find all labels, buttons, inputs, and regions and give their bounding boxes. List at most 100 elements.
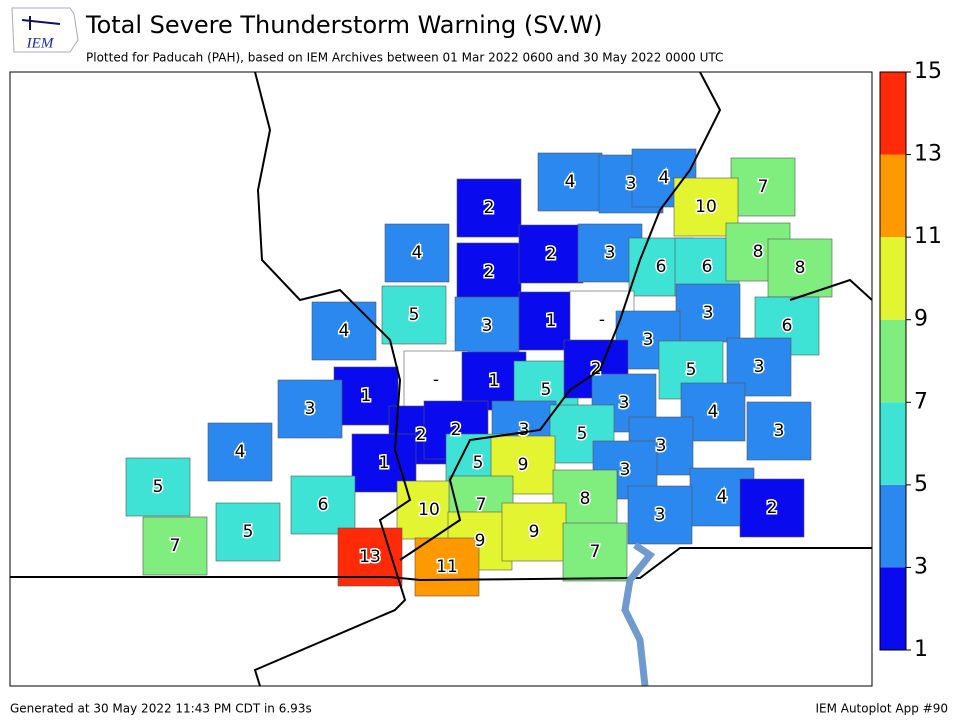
county [311,301,377,361]
county-label: 1 [546,311,557,331]
county-label: 5 [541,380,552,400]
county-label: 10 [418,500,440,520]
county-label: 3 [626,174,637,194]
county-label: 4 [659,168,670,188]
county-label: 8 [795,258,806,278]
county [207,422,273,482]
county-label: 4 [565,172,576,192]
county [537,152,603,212]
county-label: 5 [473,453,484,473]
river [621,542,656,687]
county-label: 3 [754,357,765,377]
colorbar-tick-label: 1 [914,637,928,662]
colorbar-bin [880,237,906,320]
county-label: 7 [758,177,769,197]
county [381,285,447,345]
county-label: 2 [451,420,462,440]
county [518,224,584,284]
colorbar-tick-label: 15 [914,59,942,84]
logo: IEM [11,7,79,53]
county-label: 5 [243,522,254,542]
county-label: 3 [703,303,714,323]
county-label: 3 [619,393,630,413]
county-label: 6 [702,257,713,277]
county-label: 8 [753,242,764,262]
county-label: 7 [476,495,487,515]
county-label: 3 [643,330,654,350]
county-label: 3 [605,243,616,263]
county-label: 3 [656,436,667,456]
county-label: 3 [620,460,631,480]
county-label: 3 [519,420,530,440]
colorbar-tick-label: 13 [914,142,942,167]
logo-text: IEM [26,35,55,51]
county [675,283,741,343]
county-label: 5 [577,424,588,444]
county-label: 4 [708,402,719,422]
colorbar-tick-label: 3 [914,554,928,579]
county [142,516,208,576]
county [414,537,480,597]
subtitle: Plotted for Paducah (PAH), based on IEM … [86,51,723,65]
county-label: 9 [529,522,540,542]
county-label: 2 [546,244,557,264]
county [501,502,567,562]
county-label: 1 [361,386,372,406]
county [277,379,343,439]
county-label: 4 [235,442,246,462]
title: Total Severe Thunderstorm Warning (SV.W) [85,11,603,39]
county [403,350,469,410]
colorbar-bin [880,72,906,155]
county-label: 2 [767,498,778,518]
county [456,242,522,302]
boundaries [10,71,873,687]
county-label: 4 [412,243,423,263]
county-label: 4 [717,487,728,507]
map-frame [9,71,873,687]
county [739,478,805,538]
county-label: 1 [489,371,500,391]
county-label: 7 [170,536,181,556]
county-label: 6 [318,495,329,515]
colorbar-frame [879,71,907,651]
county [627,485,693,545]
county [384,223,450,283]
county-label: 5 [686,360,697,380]
county-label: 3 [655,505,666,525]
county-label: 6 [656,257,667,277]
county-label: 9 [518,455,529,475]
county [125,457,191,517]
colorbar-tick-label: 11 [914,224,942,249]
colorbar-bin [880,154,906,238]
county-label: 3 [774,421,785,441]
county [730,157,796,217]
colorbar-tick-label: 5 [914,472,928,497]
footer-left: Generated at 30 May 2022 11:43 PM CDT in… [10,702,312,716]
county-label: 3 [305,399,316,419]
county-label: 10 [695,197,717,217]
county-label: 5 [153,477,164,497]
county-label: 2 [484,198,495,218]
county-label: 5 [409,305,420,325]
county-label: 11 [436,557,458,577]
county-label: 2 [416,425,427,445]
county-label: - [433,370,439,390]
county-label: 4 [339,321,350,341]
county [562,522,628,582]
county-label: 13 [359,547,381,567]
colorbar-tick-label: 7 [914,389,928,414]
county-label: 9 [475,531,486,551]
county-label: - [599,310,605,330]
county-label: 2 [484,262,495,282]
county-label: 8 [580,489,591,509]
county [680,382,746,442]
county-label: 7 [590,542,601,562]
county [456,178,522,238]
colorbar-bin [880,484,906,568]
county-label: 3 [482,316,493,336]
county [746,401,812,461]
colorbar-bin [880,319,906,403]
county [290,475,356,535]
